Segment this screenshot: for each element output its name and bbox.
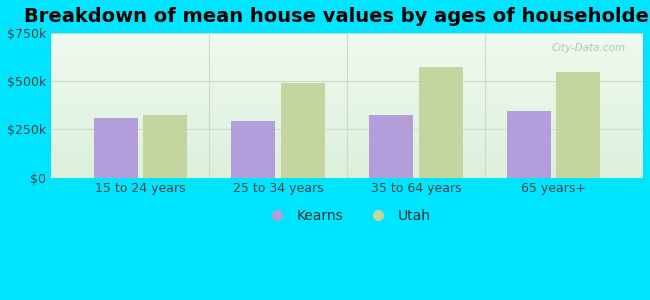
Legend: Kearns, Utah: Kearns, Utah — [258, 203, 436, 229]
Bar — [231, 121, 276, 178]
Bar — [419, 67, 463, 178]
Bar — [143, 115, 187, 178]
Bar — [369, 115, 413, 178]
Bar — [507, 111, 551, 178]
Bar — [281, 83, 325, 178]
Bar — [94, 118, 138, 178]
Text: City-Data.com: City-Data.com — [551, 43, 625, 53]
Title: Breakdown of mean house values by ages of householders: Breakdown of mean house values by ages o… — [24, 7, 650, 26]
Bar — [556, 72, 601, 178]
